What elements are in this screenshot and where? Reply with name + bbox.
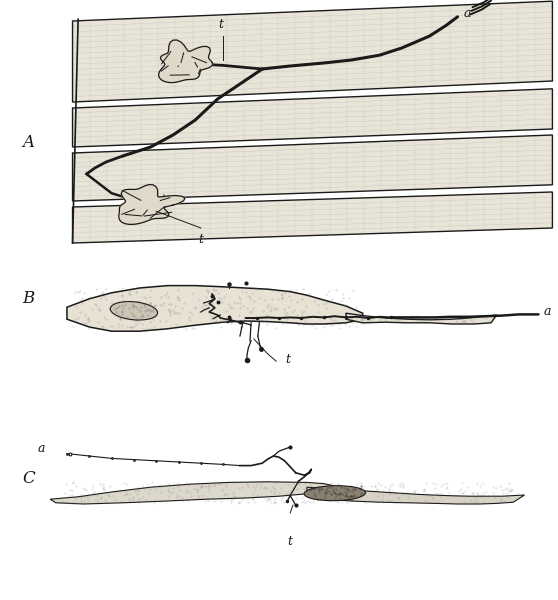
Polygon shape bbox=[346, 313, 497, 324]
Polygon shape bbox=[119, 185, 185, 224]
Text: A: A bbox=[22, 134, 35, 151]
Polygon shape bbox=[73, 192, 552, 243]
Text: t: t bbox=[218, 18, 223, 31]
Ellipse shape bbox=[110, 302, 157, 320]
Text: t: t bbox=[199, 233, 203, 246]
Polygon shape bbox=[73, 1, 552, 102]
Text: B: B bbox=[22, 290, 35, 307]
Text: a: a bbox=[463, 7, 470, 20]
Text: a: a bbox=[37, 442, 45, 455]
Polygon shape bbox=[50, 482, 335, 504]
Polygon shape bbox=[73, 135, 552, 201]
Polygon shape bbox=[67, 286, 363, 331]
Polygon shape bbox=[158, 40, 213, 83]
Text: t: t bbox=[285, 353, 290, 366]
Polygon shape bbox=[73, 89, 552, 147]
Text: t: t bbox=[288, 535, 292, 548]
Text: C: C bbox=[22, 470, 35, 487]
Ellipse shape bbox=[304, 485, 365, 501]
Polygon shape bbox=[307, 487, 525, 504]
Text: a: a bbox=[544, 305, 551, 318]
